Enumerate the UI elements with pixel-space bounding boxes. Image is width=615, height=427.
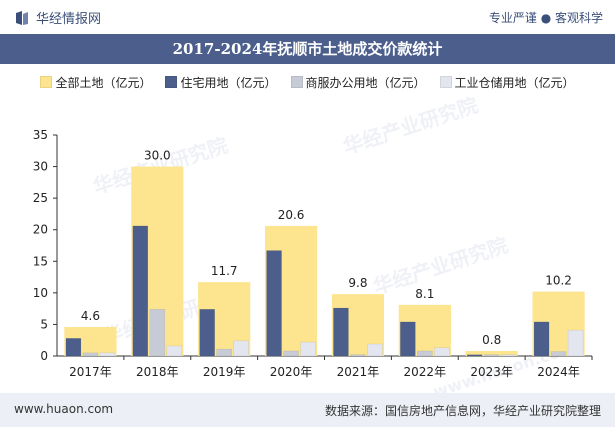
chart-legend: 全部土地（亿元） 住宅用地（亿元） 商服办公用地（亿元） 工业仓储用地（亿元） [0,71,615,93]
y-tick-label: 30 [33,160,48,174]
data-label-total: 30.0 [144,149,171,163]
legend-label-commercial: 商服办公用地（亿元） [305,75,426,90]
bar-commercial-office [483,354,500,357]
data-label-total: 8.1 [415,287,434,301]
bar-residential [65,338,82,357]
x-tick-label: 2017年 [69,365,112,379]
bar-residential [466,354,483,357]
data-label-total: 0.8 [482,333,501,347]
brand[interactable]: 华经情报网 [14,8,101,27]
bar-industrial-storage [166,345,183,357]
footer: www.huaon.com 数据来源：国信房地产信息网，华经产业研究院整理 [0,393,615,427]
x-tick-label: 2023年 [470,365,513,379]
y-tick-label: 10 [33,286,48,300]
bar-residential [132,225,149,357]
y-tick-label: 5 [40,317,48,331]
x-tick-label: 2019年 [203,365,246,379]
huajing-logo-icon [16,10,28,25]
bar-industrial-storage [233,340,249,357]
brand-name: 华经情报网 [36,12,102,27]
legend-swatch-all-land [40,76,53,88]
legend-item-industrial: 工业仓储用地（亿元） [439,74,575,91]
legend-swatch-commercial [290,76,303,88]
data-label-total: 11.7 [211,264,238,278]
footer-source: 数据来源：国信房地产信息网，华经产业研究院整理 [324,404,601,418]
legend-item-residential: 住宅用地（亿元） [165,74,277,91]
data-label-total: 10.2 [545,274,572,288]
x-tick-label: 2020年 [270,365,313,379]
legend-item-all-land: 全部土地（亿元） [40,74,151,91]
bar-commercial-office [417,350,433,357]
top-bar: 华经情报网 专业严谨 ● 客观科学 [0,0,615,34]
bar-residential [199,309,215,357]
bar-industrial-storage [99,352,116,357]
data-label-total: 20.6 [278,208,305,222]
y-tick-label: 35 [33,128,48,142]
legend-item-commercial: 商服办公用地（亿元） [290,74,426,91]
bar-commercial-office [283,350,299,357]
bar-commercial-office [350,354,366,357]
bar-industrial-storage [300,341,316,357]
legend-label-all-land: 全部土地（亿元） [55,75,152,90]
bar-residential [266,250,282,357]
bar-chart: 0 5 10 15 20 25 30 35 4.6 2017年 30.0 2018年 11.7 2019年… [33,128,593,379]
legend-label-industrial: 工业仓储用地（亿元） [454,75,575,90]
y-tick-label: 25 [33,191,48,205]
x-tick-label: 2018年 [136,365,179,379]
bar-residential [533,321,550,357]
y-tick-label: 15 [33,254,48,268]
x-tick-label: 2024年 [537,365,580,379]
bar-commercial-office [149,309,166,357]
data-label-total: 9.8 [348,276,367,290]
data-label-total: 4.6 [81,309,100,323]
legend-swatch-residential [165,76,178,88]
bar-industrial-storage [434,347,450,357]
bar-commercial-office [82,352,99,357]
legend-label-residential: 住宅用地（亿元） [180,75,277,90]
chart-title: 2017-2024年抚顺市土地成交价款统计 [0,34,615,64]
bar-residential [333,307,349,357]
bar-total-land [465,350,518,356]
legend-swatch-industrial [439,76,452,88]
bar-industrial-storage [500,354,517,357]
bar-industrial-storage [567,329,584,357]
y-tick-label: 20 [33,223,48,237]
bar-industrial-storage [367,343,383,357]
bar-commercial-office [216,348,232,357]
y-tick-label: 0 [40,349,48,363]
footer-site-link[interactable]: www.huaon.com [14,402,114,416]
x-tick-label: 2021年 [337,365,380,379]
bar-residential [400,321,416,357]
bar-commercial-office [550,351,567,357]
slogan: 专业严谨 ● 客观科学 [488,11,603,25]
x-tick-label: 2022年 [404,365,447,379]
